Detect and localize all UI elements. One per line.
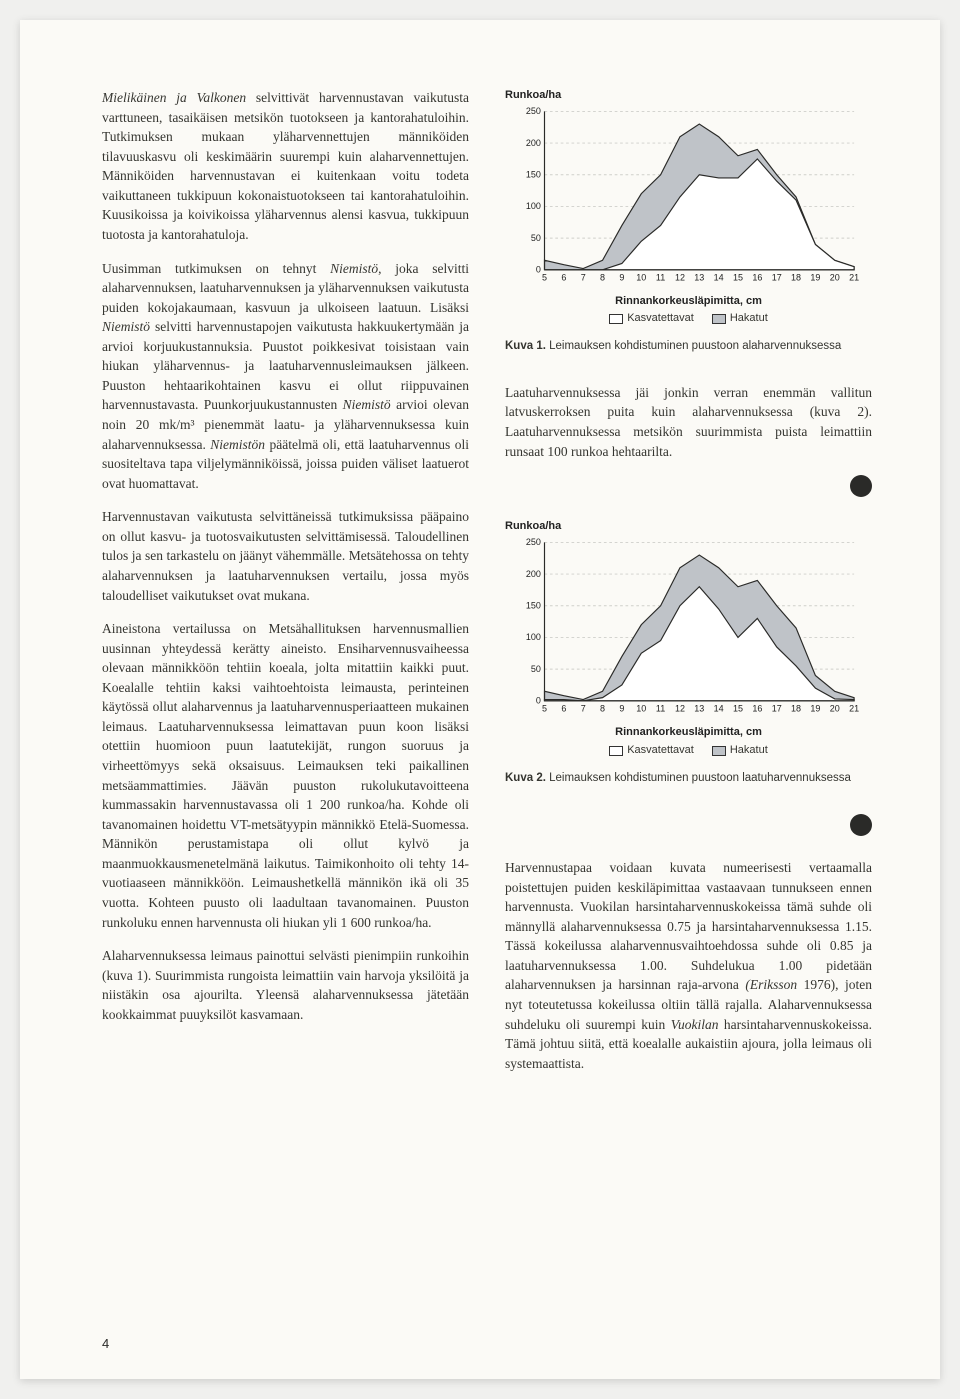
svg-text:150: 150 — [526, 601, 541, 611]
svg-text:19: 19 — [810, 704, 820, 714]
swatch-kasvatettavat — [609, 746, 623, 756]
legend-label: Hakatut — [730, 743, 768, 759]
chart-1-svg: 0 50 100 150 200 250 5 6 7 8 9 10 11 12 13 14 15 16 17 18 19… — [505, 106, 872, 286]
svg-text:5: 5 — [542, 273, 547, 283]
legend-label: Kasvatettavat — [627, 311, 694, 327]
svg-text:9: 9 — [619, 273, 624, 283]
legend-kasvatettavat: Kasvatettavat — [609, 311, 694, 327]
svg-text:14: 14 — [714, 704, 724, 714]
svg-text:11: 11 — [656, 273, 665, 283]
legend-hakatut: Hakatut — [712, 743, 768, 759]
y-axis-label: Runkoa/ha — [505, 88, 872, 104]
svg-text:7: 7 — [581, 273, 586, 283]
paragraph: Laatuharvennuksessa jäi jonkin verran en… — [505, 383, 872, 461]
figure-1-caption: Kuva 1. Leimauksen kohdistuminen puustoo… — [505, 339, 872, 355]
svg-text:50: 50 — [531, 664, 541, 674]
svg-text:18: 18 — [791, 704, 801, 714]
legend-label: Hakatut — [730, 311, 768, 327]
page-marker-dot-icon — [850, 814, 872, 836]
svg-text:15: 15 — [733, 273, 743, 283]
svg-text:18: 18 — [791, 273, 801, 283]
svg-text:7: 7 — [581, 704, 586, 714]
page: Mielikäinen ja Valkonen selvittivät harv… — [20, 20, 940, 1379]
figure-2: Runkoa/ha 0 50 100 150 200 250 5 6 7 8 9 10 11 12 13 14… — [505, 519, 872, 786]
svg-text:50: 50 — [531, 233, 541, 243]
author-name: Niemistö — [102, 319, 150, 334]
svg-text:20: 20 — [830, 273, 840, 283]
svg-text:12: 12 — [675, 704, 685, 714]
svg-text:5: 5 — [542, 704, 547, 714]
body-text: Uusimman tutkimuksen on tehnyt — [102, 261, 330, 276]
svg-text:13: 13 — [694, 273, 704, 283]
swatch-hakatut — [712, 314, 726, 324]
left-column: Mielikäinen ja Valkonen selvittivät harv… — [102, 88, 469, 1087]
chart-legend: Kasvatettavat Hakatut — [505, 311, 872, 327]
svg-text:200: 200 — [526, 569, 541, 579]
svg-text:200: 200 — [526, 138, 541, 148]
svg-text:11: 11 — [656, 704, 665, 714]
x-axis-label: Rinnankorkeusläpimitta, cm — [505, 294, 872, 310]
svg-text:10: 10 — [636, 273, 646, 283]
chart-legend: Kasvatettavat Hakatut — [505, 743, 872, 759]
figure-1: Runkoa/ha 0 50 100 150 200 250 5 6 7 8 9 10 11 12 13 14… — [505, 88, 872, 355]
paragraph: Mielikäinen ja Valkonen selvittivät harv… — [102, 88, 469, 245]
caption-text: Leimauksen kohdistuminen puustoon laatuh… — [549, 772, 851, 784]
svg-text:8: 8 — [600, 273, 605, 283]
svg-text:250: 250 — [526, 106, 541, 116]
paragraph: Aineistona vertailussa on Metsähallituks… — [102, 619, 469, 932]
y-axis-label: Runkoa/ha — [505, 519, 872, 535]
right-column: Runkoa/ha 050100150200250567891011121314… — [505, 88, 872, 1087]
svg-text:250: 250 — [526, 537, 541, 547]
swatch-kasvatettavat — [609, 314, 623, 324]
page-number: 4 — [102, 1336, 109, 1351]
paragraph: Alaharvennuksessa leimaus painottui selv… — [102, 946, 469, 1024]
svg-text:14: 14 — [714, 273, 724, 283]
svg-text:21: 21 — [849, 273, 859, 283]
svg-text:0: 0 — [536, 696, 541, 706]
svg-text:17: 17 — [772, 273, 782, 283]
legend-hakatut: Hakatut — [712, 311, 768, 327]
paragraph: Harvennustavan vaikutusta selvittäneissä… — [102, 507, 469, 605]
svg-text:0: 0 — [536, 264, 541, 274]
svg-text:10: 10 — [636, 704, 646, 714]
body-text: selvittivät harvennustavan vaikutusta va… — [102, 90, 469, 242]
svg-text:100: 100 — [526, 632, 541, 642]
svg-text:16: 16 — [752, 273, 762, 283]
citation: Vuokilan — [671, 1017, 719, 1032]
legend-kasvatettavat: Kasvatettavat — [609, 743, 694, 759]
paragraph: Harvennustapaa voidaan kuvata numeerises… — [505, 858, 872, 1073]
figure-number: Kuva 2. — [505, 772, 546, 784]
svg-text:6: 6 — [561, 704, 566, 714]
body-text: Harvennustapaa voidaan kuvata numeerises… — [505, 860, 872, 992]
chart-2-svg: 0 50 100 150 200 250 5 6 7 8 9 10 11 12 13 14 15 16 17 18 19… — [505, 537, 872, 717]
svg-text:20: 20 — [830, 704, 840, 714]
svg-text:12: 12 — [675, 273, 685, 283]
svg-text:100: 100 — [526, 201, 541, 211]
two-column-layout: Mielikäinen ja Valkonen selvittivät harv… — [102, 88, 872, 1087]
page-marker-dot-icon — [850, 475, 872, 497]
svg-text:19: 19 — [810, 273, 820, 283]
svg-text:9: 9 — [619, 704, 624, 714]
legend-label: Kasvatettavat — [627, 743, 694, 759]
svg-text:8: 8 — [600, 704, 605, 714]
svg-text:150: 150 — [526, 169, 541, 179]
svg-text:16: 16 — [752, 704, 762, 714]
svg-text:13: 13 — [694, 704, 704, 714]
svg-text:21: 21 — [849, 704, 859, 714]
author-name: Niemistö — [330, 261, 378, 276]
svg-text:6: 6 — [561, 273, 566, 283]
paragraph: Uusimman tutkimuksen on tehnyt Niemistö,… — [102, 259, 469, 494]
author-name: Niemistö — [343, 397, 391, 412]
figure-2-caption: Kuva 2. Leimauksen kohdistuminen puustoo… — [505, 771, 872, 787]
svg-text:15: 15 — [733, 704, 743, 714]
author-names: Mielikäinen ja Valkonen — [102, 90, 246, 105]
x-axis-label: Rinnankorkeusläpimitta, cm — [505, 725, 872, 741]
citation: (Eriksson — [745, 977, 797, 992]
swatch-hakatut — [712, 746, 726, 756]
caption-text: Leimauksen kohdistuminen puustoon alahar… — [549, 340, 841, 352]
svg-text:17: 17 — [772, 704, 782, 714]
figure-number: Kuva 1. — [505, 340, 546, 352]
author-name: Niemistön — [210, 437, 265, 452]
